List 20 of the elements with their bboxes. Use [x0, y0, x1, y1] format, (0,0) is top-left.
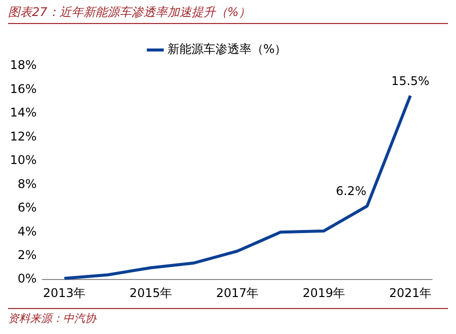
y-tick-label: 12%: [10, 129, 37, 144]
x-tick-label: 2013年: [43, 286, 86, 300]
data-label: 6.2%: [336, 184, 366, 198]
y-tick-label: 4%: [18, 224, 37, 238]
y-tick-label: 14%: [10, 106, 37, 120]
chart-title: 图表27：近年新能源车渗透率加速提升（%）: [8, 4, 448, 24]
y-tick-label: 6%: [18, 200, 37, 215]
data-label: 15.5%: [391, 74, 430, 88]
y-tick-label: 2%: [18, 248, 37, 262]
x-tick-label: 2017年: [216, 286, 259, 300]
y-tick-label: 0%: [18, 272, 37, 286]
x-tick-label: 2019年: [302, 286, 346, 300]
x-tick-label: 2021年: [389, 286, 432, 300]
x-tick-label: 2015年: [130, 286, 172, 300]
legend-label: 新能源车渗透率（%）: [167, 42, 287, 56]
y-tick-label: 16%: [10, 82, 37, 96]
y-tick-label: 18%: [10, 58, 37, 72]
y-tick-label: 10%: [10, 153, 37, 168]
y-tick-label: 8%: [18, 176, 37, 191]
text: 资料来源：中汽协: [8, 308, 448, 326]
